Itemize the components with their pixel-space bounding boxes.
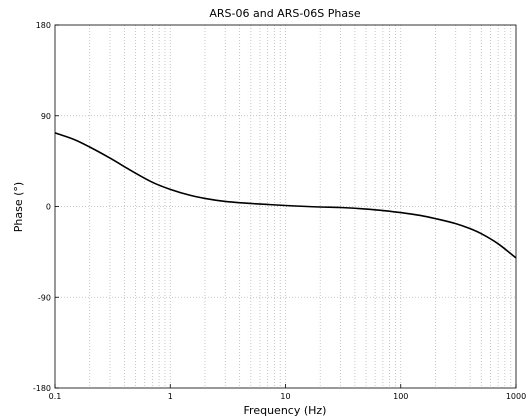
y-tick-label: 90	[41, 112, 51, 121]
x-tick-label: 1000	[506, 392, 526, 401]
y-tick-label: 180	[36, 21, 51, 30]
x-tick-label: 0.1	[49, 392, 62, 401]
x-tick-label: 1	[168, 392, 173, 401]
phase-curve	[54, 132, 517, 259]
chart-title: ARS-06 and ARS-06S Phase	[209, 7, 360, 20]
x-tick-label: 100	[393, 392, 408, 401]
y-axis-label: Phase (°)	[12, 182, 25, 232]
y-axis-ticks: 180 90 0 -90 -180	[33, 21, 59, 393]
y-tick-label: 0	[46, 203, 51, 212]
grid-lines	[55, 25, 516, 388]
x-axis-ticks: 0.1 1 10 100 1000	[49, 384, 526, 401]
x-axis-label: Frequency (Hz)	[244, 404, 327, 417]
y-tick-label: -90	[38, 293, 51, 302]
y-tick-label: -180	[33, 384, 51, 393]
x-tick-label: 10	[280, 392, 290, 401]
